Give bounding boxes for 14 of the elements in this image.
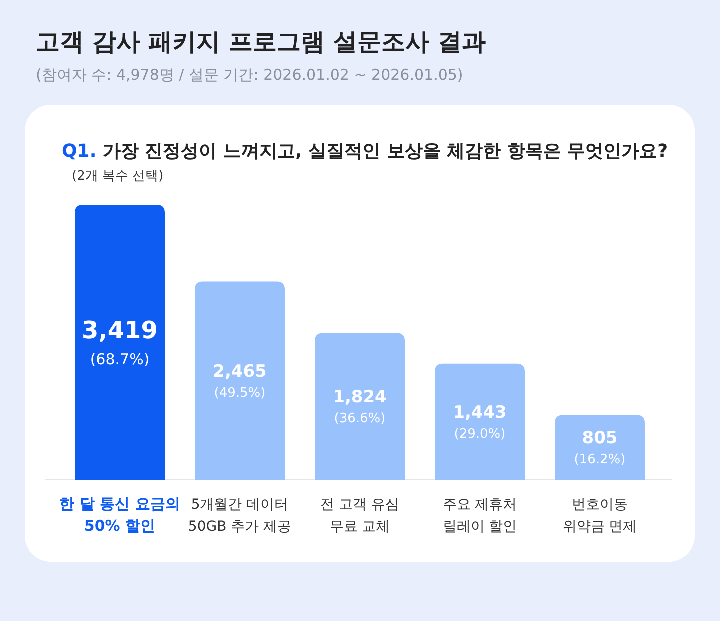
data-label: 1,443 (29.0%)	[453, 402, 507, 442]
text: Q1. 가장 진정성이 느껴지고, 실질적인 보상을 체감한 항목은 무엇인가요?	[62, 141, 668, 162]
chart-subtitle: (참여자 수: 4,978명 / 설문 기간: 2026.01.02 ~ 2026.01.05)	[36, 66, 464, 84]
data-label: 805 (16.2%)	[574, 428, 626, 468]
data-label: 2,465 (49.5%)	[213, 362, 267, 401]
x-tick-label: 전 고객 유심 무료 교체	[320, 497, 400, 535]
x-tick-label: 한 달 통신 요금의 50% 할인	[60, 495, 180, 535]
x-tick-label: 번호이동 위약금 면제	[562, 497, 638, 535]
data-label: 3,419 (68.7%)	[82, 316, 158, 368]
text: (2개 복수 선택)	[72, 169, 164, 184]
data-label: 1,824 (36.6%)	[333, 388, 388, 427]
chart-title: 고객 감사 패키지 프로그램 설문조사 결과	[36, 28, 486, 56]
x-tick-label: 주요 제휴처 릴레이 할인	[442, 497, 518, 535]
x-tick-label: 5개월간 데이터 50GB 추가 제공	[188, 497, 292, 535]
